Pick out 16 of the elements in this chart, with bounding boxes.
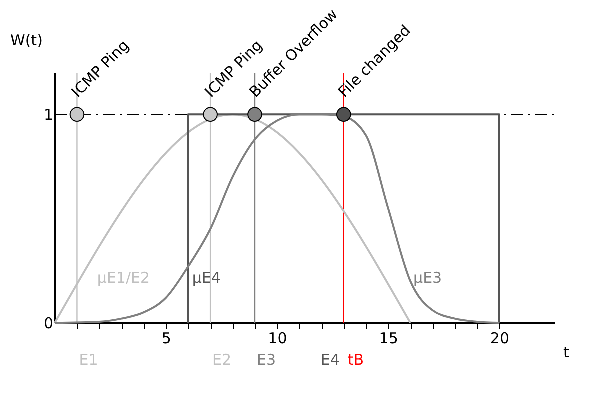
x-axis-title: t: [564, 344, 570, 362]
x-tick-label: 10: [268, 330, 288, 348]
ref-line-label: E3: [257, 351, 276, 369]
y-tick-label: 1: [44, 106, 54, 124]
y-tick-label: 0: [44, 314, 54, 332]
series-label: µE1/E2: [97, 269, 150, 287]
x-tick-label: 20: [490, 330, 510, 348]
x-tick-label: 5: [162, 330, 172, 348]
ref-line-label: tB: [348, 351, 364, 369]
series-label: µE4: [192, 269, 221, 287]
x-tick-label: 15: [379, 330, 398, 348]
ref-line-label: E1: [79, 351, 98, 369]
series-label: µE3: [414, 269, 442, 287]
ref-line-label: E4: [320, 351, 340, 369]
ref-line-label: E2: [212, 351, 232, 369]
y-axis-title: W(t): [10, 32, 43, 50]
